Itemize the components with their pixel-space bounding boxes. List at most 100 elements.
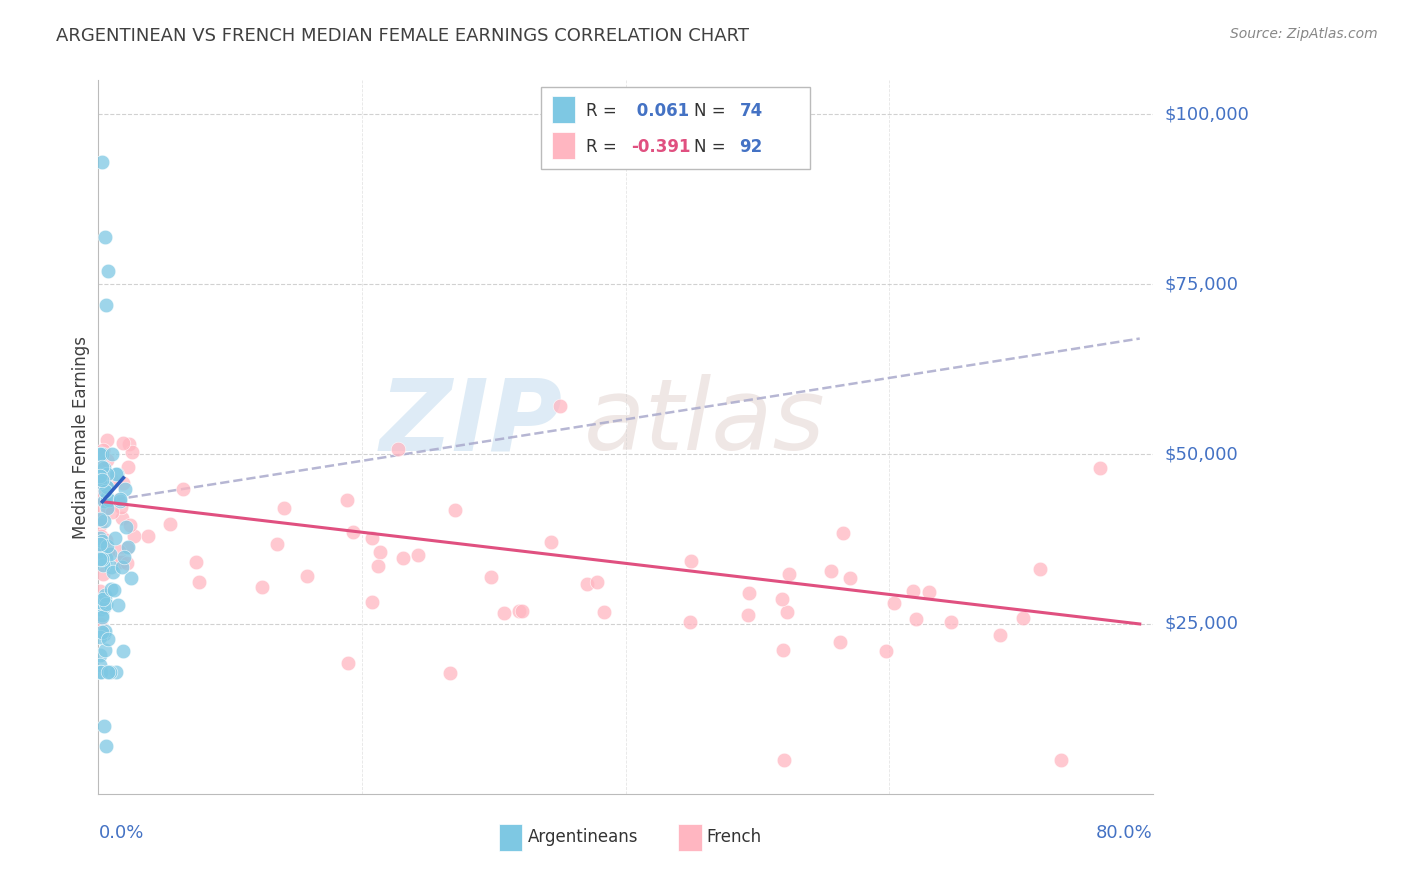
Point [90,453,112,467]
Point [107,599,129,613]
Point [250,580,273,594]
Point [737,608,759,623]
Text: $50,000: $50,000 [1164,445,1237,463]
Text: 0.061: 0.061 [631,102,689,120]
Point [89,447,111,461]
Text: French: French [707,829,762,847]
Point [91,447,114,461]
Point [100,473,122,487]
Point [772,642,794,657]
Point [738,586,761,600]
Point [875,644,897,658]
Point [367,559,389,574]
Point [91,610,114,624]
Point [89,584,111,599]
Point [89,648,111,663]
Point [93,599,115,614]
Point [101,447,124,461]
Point [295,569,318,583]
Point [839,571,862,585]
Point [114,483,136,497]
Point [679,554,702,568]
Text: N =: N = [695,102,725,120]
Text: atlas: atlas [583,375,825,471]
Point [479,570,502,584]
Point [586,574,609,589]
Point [93,627,115,641]
Point [91,567,114,582]
Point [89,657,111,672]
Point [93,589,115,603]
Point [94,550,117,565]
Point [96,453,118,467]
Point [91,473,114,487]
Point [120,517,142,532]
Point [103,565,125,579]
Point [100,582,122,596]
Point [117,540,139,554]
Point [104,531,127,545]
Point [342,524,364,539]
Point [118,437,141,451]
Point [100,559,122,574]
Point [91,459,114,474]
Text: 80.0%: 80.0% [1097,824,1153,842]
Point [115,557,138,571]
Point [96,433,118,447]
Point [361,531,384,545]
Text: Source: ZipAtlas.com: Source: ZipAtlas.com [1230,27,1378,41]
Point [90,529,112,543]
Point [510,604,533,618]
Point [91,443,114,458]
Point [94,229,117,244]
Point [97,665,120,679]
Point [96,501,118,516]
Point [575,577,598,591]
Point [820,564,842,578]
Point [94,479,117,493]
Point [108,494,131,508]
Point [89,518,111,533]
Point [1012,611,1035,625]
Bar [499,824,523,851]
Point [110,500,132,514]
Point [96,297,118,311]
Point [105,467,128,482]
Text: R =: R = [585,102,616,120]
Point [89,616,111,631]
Y-axis label: Median Female Earnings: Median Female Earnings [72,335,90,539]
Point [90,624,112,639]
Point [266,537,288,551]
Point [90,608,112,623]
Point [592,605,614,619]
Point [111,560,134,574]
Point [91,533,114,548]
Bar [541,87,810,169]
Point [98,547,121,561]
Point [90,545,112,559]
Text: 0.0%: 0.0% [98,824,143,842]
Point [828,634,851,648]
Point [89,631,111,645]
Point [89,475,111,489]
Point [94,482,117,496]
Bar [551,132,575,159]
Point [108,491,131,506]
Point [1029,562,1052,576]
Point [89,552,111,566]
Point [97,545,120,559]
Point [111,510,134,524]
Point [93,514,115,528]
Point [112,475,135,490]
Point [89,479,111,493]
Point [97,632,120,647]
Point [94,624,117,639]
Point [406,548,429,562]
Text: Argentineans: Argentineans [527,829,638,847]
Point [905,612,928,626]
Point [108,544,131,558]
Point [387,442,409,457]
Point [273,501,295,516]
Point [93,461,115,475]
Point [90,665,112,679]
